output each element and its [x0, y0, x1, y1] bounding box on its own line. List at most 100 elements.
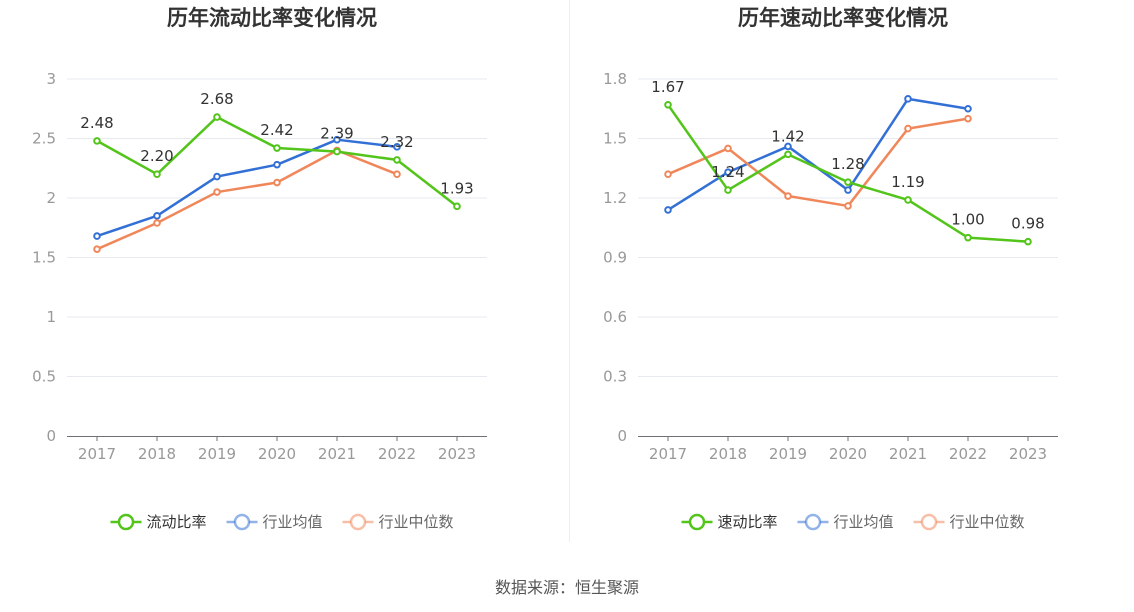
data-point[interactable] — [213, 172, 221, 181]
data-point[interactable] — [964, 114, 972, 123]
legend-label: 行业均值 — [263, 513, 323, 531]
y-tick-label: 1.5 — [32, 249, 56, 267]
legend-label: 行业均值 — [834, 513, 894, 531]
y-tick-label: 1.8 — [603, 70, 627, 88]
y-tick-label: 0 — [617, 427, 627, 445]
data-point[interactable] — [453, 202, 461, 211]
data-label: 2.68 — [200, 90, 233, 108]
data-point[interactable] — [273, 160, 281, 169]
y-tick-label: 1 — [46, 308, 56, 326]
x-tick-label: 2022 — [378, 445, 416, 463]
legend-circle-icon — [117, 513, 135, 531]
data-label: 1.00 — [951, 211, 984, 229]
x-tick-label: 2022 — [949, 445, 987, 463]
data-point[interactable] — [844, 178, 852, 186]
y-tick-label: 3 — [46, 70, 56, 88]
data-point[interactable] — [724, 168, 732, 177]
data-point[interactable] — [153, 212, 161, 220]
data-point[interactable] — [964, 104, 972, 113]
data-point[interactable] — [93, 232, 101, 240]
data-label: 2.48 — [80, 114, 113, 132]
x-tick-label: 2021 — [318, 445, 356, 463]
data-label: 2.42 — [260, 121, 293, 139]
legend-item[interactable]: 行业中位数 — [342, 513, 454, 531]
data-point[interactable] — [213, 113, 221, 121]
data-point[interactable] — [93, 245, 101, 253]
legend-circle-icon — [233, 513, 251, 531]
data-point[interactable] — [844, 186, 852, 194]
x-tick-label: 2019 — [769, 445, 807, 463]
y-tick-label: 1.5 — [603, 130, 627, 148]
y-tick-label: 0.6 — [603, 308, 627, 326]
data-point[interactable] — [333, 135, 341, 144]
y-tick-label: 2 — [46, 189, 56, 207]
series-line — [96, 149, 398, 251]
data-point[interactable] — [844, 202, 852, 210]
data-point[interactable] — [273, 178, 281, 187]
legend-item[interactable]: 行业中位数 — [913, 513, 1025, 531]
data-point[interactable] — [393, 143, 401, 151]
data-point[interactable] — [1024, 237, 1032, 246]
data-label: 1.67 — [651, 78, 684, 96]
data-label: 1.28 — [831, 155, 864, 173]
y-tick-label: 0.5 — [32, 368, 56, 386]
legend-circle-icon — [804, 513, 822, 531]
data-point[interactable] — [213, 188, 221, 196]
data-point[interactable] — [724, 186, 732, 194]
legend-item[interactable]: 流动比率 — [110, 513, 207, 531]
data-point[interactable] — [664, 170, 672, 178]
y-tick-label: 0 — [46, 427, 56, 445]
data-point[interactable] — [964, 233, 972, 242]
data-label: 1.24 — [711, 163, 744, 181]
data-point[interactable] — [393, 170, 401, 178]
x-tick-label: 2023 — [1009, 445, 1047, 463]
data-point[interactable] — [664, 100, 672, 109]
data-label: 2.20 — [140, 147, 173, 165]
data-point[interactable] — [664, 206, 672, 214]
data-point[interactable] — [393, 156, 401, 164]
x-tick-label: 2018 — [138, 445, 176, 463]
data-label: 1.19 — [891, 173, 924, 191]
series-line — [96, 138, 398, 238]
data-point[interactable] — [273, 144, 281, 152]
legend-item[interactable]: 速动比率 — [681, 513, 778, 531]
data-point[interactable] — [784, 142, 792, 151]
data-point[interactable] — [904, 196, 912, 204]
y-tick-label: 1.2 — [603, 189, 627, 207]
x-tick-label: 2018 — [709, 445, 747, 463]
current-ratio-chart: 历年流动比率变化情况 0 0.5 1 1.5 2 2.5 3 2017 2018 2019 2020 2… — [32, 6, 487, 531]
legend-label: 行业中位数 — [379, 513, 454, 531]
data-point[interactable] — [904, 124, 912, 133]
x-tick-label: 2020 — [829, 445, 867, 463]
data-label: 2.32 — [380, 133, 413, 151]
x-tick-label: 2017 — [649, 445, 687, 463]
chart-title: 历年速动比率变化情况 — [738, 6, 948, 30]
legend-circle-icon — [920, 513, 938, 531]
y-tick-label: 0.9 — [603, 249, 627, 267]
series-line — [667, 117, 969, 208]
y-tick-label: 0.3 — [603, 368, 627, 386]
data-point[interactable] — [153, 170, 161, 178]
x-tick-label: 2017 — [78, 445, 116, 463]
data-point[interactable] — [784, 150, 792, 159]
x-tick-label: 2020 — [258, 445, 296, 463]
x-tick-label: 2019 — [198, 445, 236, 463]
data-point[interactable] — [904, 95, 912, 103]
data-label: 2.39 — [320, 125, 353, 143]
y-tick-label: 2.5 — [32, 130, 56, 148]
legend-circle-icon — [688, 513, 706, 531]
data-point[interactable] — [93, 137, 101, 145]
legend-label: 流动比率 — [147, 513, 207, 531]
x-tick-label: 2021 — [889, 445, 927, 463]
data-point[interactable] — [333, 147, 341, 156]
data-label: 1.93 — [440, 179, 473, 197]
data-point[interactable] — [724, 144, 732, 153]
data-point[interactable] — [784, 192, 792, 200]
data-source-text: 数据来源：恒生聚源 — [494, 578, 639, 597]
chart-divider — [569, 0, 570, 542]
data-point[interactable] — [153, 219, 161, 227]
legend-item[interactable]: 行业均值 — [226, 513, 323, 531]
legend-item[interactable]: 行业均值 — [797, 513, 894, 531]
chart-title: 历年流动比率变化情况 — [167, 6, 377, 30]
